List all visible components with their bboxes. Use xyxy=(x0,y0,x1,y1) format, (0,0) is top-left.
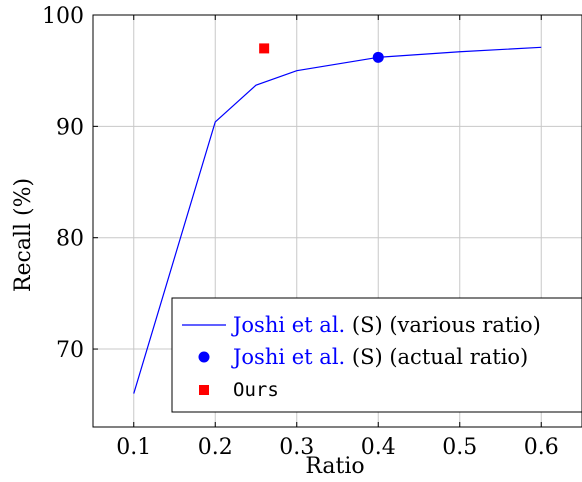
legend-entry-various-ratio: Joshi et al. (S) (various ratio) xyxy=(231,313,541,337)
legend-entry-ours: Ours xyxy=(233,379,279,401)
x-axis-label: Ratio xyxy=(305,454,364,479)
series-line-various-ratio xyxy=(133,46,542,394)
legend: Joshi et al. (S) (various ratio) Joshi e… xyxy=(171,297,582,413)
legend-entry-actual-ratio-link: Joshi et al. xyxy=(231,345,345,369)
y-tick-label: 70 xyxy=(56,338,84,363)
legend-entry-actual-ratio-rest: (S) (actual ratio) xyxy=(345,345,528,369)
legend-entry-various-ratio-rest: (S) (various ratio) xyxy=(345,313,541,337)
legend-entry-various-ratio-link: Joshi et al. xyxy=(231,313,345,337)
y-axis-label: Recall (%) xyxy=(11,178,36,292)
x-tick-label: 0.1 xyxy=(116,435,151,460)
x-tick-label: 0.2 xyxy=(198,435,233,460)
y-tick-label: 100 xyxy=(42,4,84,29)
legend-square-swatch xyxy=(199,385,209,395)
x-tick-label: 0.3 xyxy=(279,435,314,460)
y-tick-label: 80 xyxy=(56,227,84,252)
legend-box xyxy=(171,297,582,413)
x-tick-label: 0.4 xyxy=(361,435,396,460)
plot-area xyxy=(133,43,542,394)
y-tick-label: 90 xyxy=(56,115,84,140)
x-tick-label: 0.5 xyxy=(442,435,477,460)
data-point-actual-ratio xyxy=(372,51,384,63)
legend-entry-actual-ratio: Joshi et al. (S) (actual ratio) xyxy=(231,345,528,369)
data-point-ours xyxy=(259,43,270,54)
axis-ticks: 0.1 0.2 0.3 0.4 0.5 0.6 70 80 90 100 xyxy=(42,4,559,460)
x-tick-label: 0.6 xyxy=(524,435,559,460)
legend-circle-swatch xyxy=(198,351,210,363)
plot-frame xyxy=(92,14,582,428)
